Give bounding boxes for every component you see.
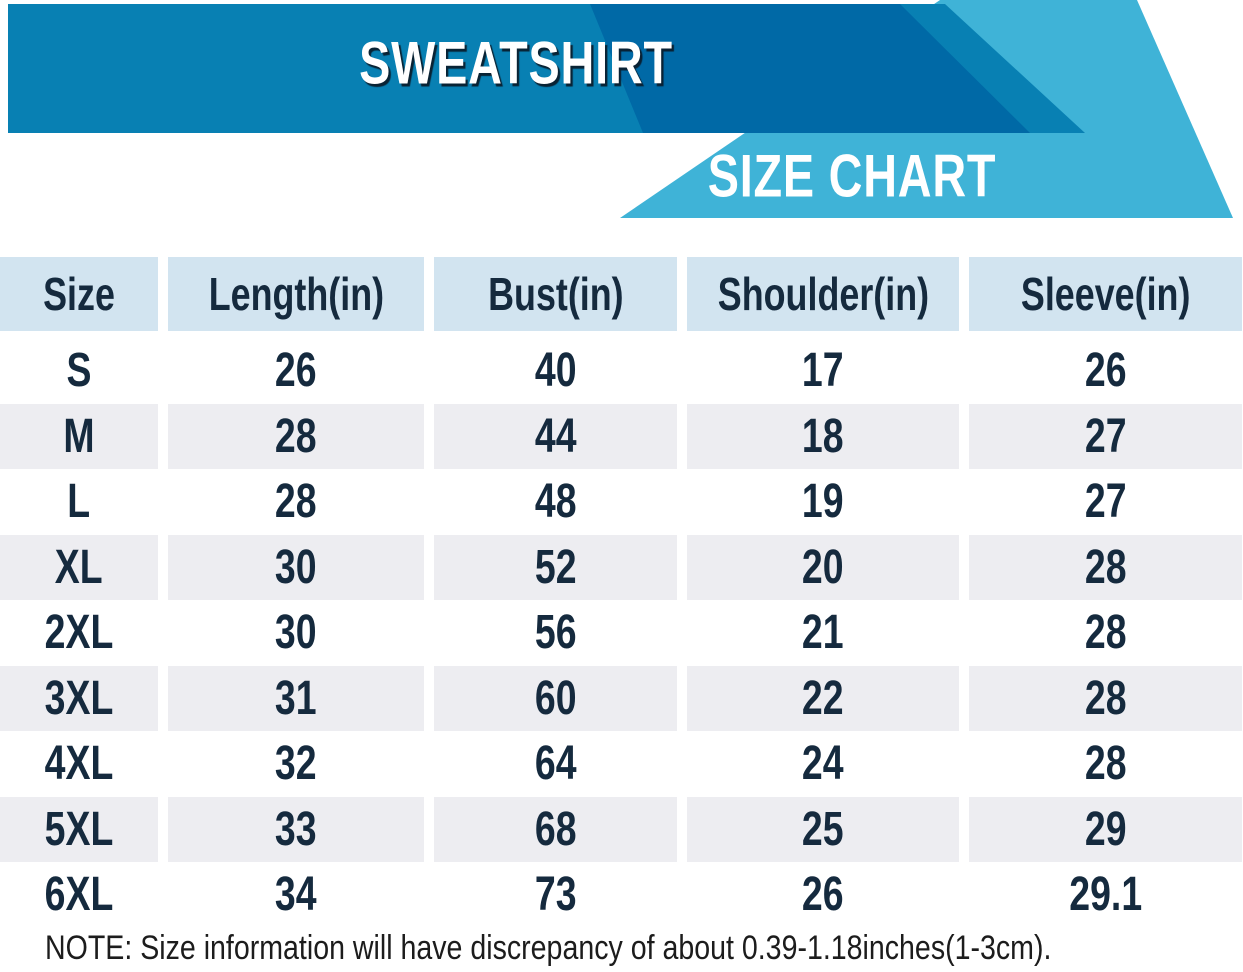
length-cell: 33 xyxy=(168,796,424,862)
header-cell-shoulder: Shoulder(in) xyxy=(687,257,959,331)
table-row-m: M 28 44 18 27 xyxy=(0,403,1243,469)
sleeve-cell: 28 xyxy=(1084,606,1127,660)
table-header-row: Size Length(in) Bust(in) Shoulder(in) Sl… xyxy=(0,257,1243,331)
bust-cell: 73 xyxy=(534,868,577,922)
sleeve-cell: 29 xyxy=(969,796,1242,862)
size-cell: L xyxy=(67,475,91,529)
sleeve-cell: 27 xyxy=(1084,475,1127,529)
length-cell: 30 xyxy=(168,534,424,600)
size-chart-title: SIZE CHART xyxy=(667,142,1037,211)
bust-cell: 64 xyxy=(534,737,577,791)
note-text: NOTE: Size information will have discrep… xyxy=(45,928,1052,967)
bust-cell: 60 xyxy=(434,665,677,731)
size-table: Size Length(in) Bust(in) Shoulder(in) Sl… xyxy=(0,257,1243,928)
sleeve-cell: 28 xyxy=(1084,737,1127,791)
bust-cell: 56 xyxy=(534,606,577,660)
table-row-6xl: 6XL 34 73 26 29.1 xyxy=(0,862,1243,928)
header-cell-length: Length(in) xyxy=(168,257,424,331)
length-cell: 34 xyxy=(275,868,317,922)
table-row-5xl: 5XL 33 68 25 29 xyxy=(0,796,1243,862)
length-cell: 28 xyxy=(275,475,317,529)
shoulder-cell: 26 xyxy=(802,868,844,922)
table-body: S 26 40 17 26 M 28 44 18 27 L 28 48 19 2… xyxy=(0,338,1243,928)
table-row-2xl: 2XL 30 56 21 28 xyxy=(0,600,1243,666)
size-cell: XL xyxy=(0,534,158,600)
size-cell: 5XL xyxy=(0,796,158,862)
shoulder-cell: 18 xyxy=(687,403,959,469)
bust-cell: 48 xyxy=(534,475,577,529)
header-cell-size: Size xyxy=(0,257,158,331)
table-row-3xl: 3XL 31 60 22 28 xyxy=(0,665,1243,731)
product-title-text: SWEATSHIRT xyxy=(359,29,673,97)
table-row-l: L 28 48 19 27 xyxy=(0,469,1243,535)
sleeve-cell: 28 xyxy=(969,534,1242,600)
length-cell: 28 xyxy=(168,403,424,469)
shoulder-cell: 21 xyxy=(802,606,844,660)
product-title: SWEATSHIRT xyxy=(315,29,717,98)
header-cell-bust: Bust(in) xyxy=(434,257,677,331)
size-cell: 2XL xyxy=(44,606,114,660)
size-cell: 3XL xyxy=(0,665,158,731)
size-chart-title-text: SIZE CHART xyxy=(707,142,997,210)
length-cell: 30 xyxy=(275,606,317,660)
length-cell: 32 xyxy=(275,737,317,791)
size-cell: 6XL xyxy=(44,868,114,922)
shoulder-cell: 24 xyxy=(802,737,844,791)
sleeve-cell: 28 xyxy=(969,665,1242,731)
size-cell: 4XL xyxy=(44,737,114,791)
bust-cell: 52 xyxy=(434,534,677,600)
sleeve-cell: 27 xyxy=(969,403,1242,469)
shoulder-cell: 22 xyxy=(687,665,959,731)
shoulder-cell: 20 xyxy=(687,534,959,600)
bust-cell: 40 xyxy=(534,344,577,398)
shoulder-cell: 17 xyxy=(802,344,844,398)
size-cell: M xyxy=(0,403,158,469)
sleeve-cell: 26 xyxy=(1084,344,1127,398)
shoulder-cell: 25 xyxy=(687,796,959,862)
bust-cell: 44 xyxy=(434,403,677,469)
table-row-4xl: 4XL 32 64 24 28 xyxy=(0,731,1243,797)
table-row-xl: XL 30 52 20 28 xyxy=(0,534,1243,600)
table-row-s: S 26 40 17 26 xyxy=(0,338,1243,404)
banner: SWEATSHIRT SIZE CHART xyxy=(0,0,1243,232)
header-cell-sleeve: Sleeve(in) xyxy=(969,257,1242,331)
size-cell: S xyxy=(66,344,92,398)
shoulder-cell: 19 xyxy=(802,475,844,529)
length-cell: 31 xyxy=(168,665,424,731)
length-cell: 26 xyxy=(275,344,317,398)
bust-cell: 68 xyxy=(434,796,677,862)
sleeve-cell: 29.1 xyxy=(1069,868,1142,922)
